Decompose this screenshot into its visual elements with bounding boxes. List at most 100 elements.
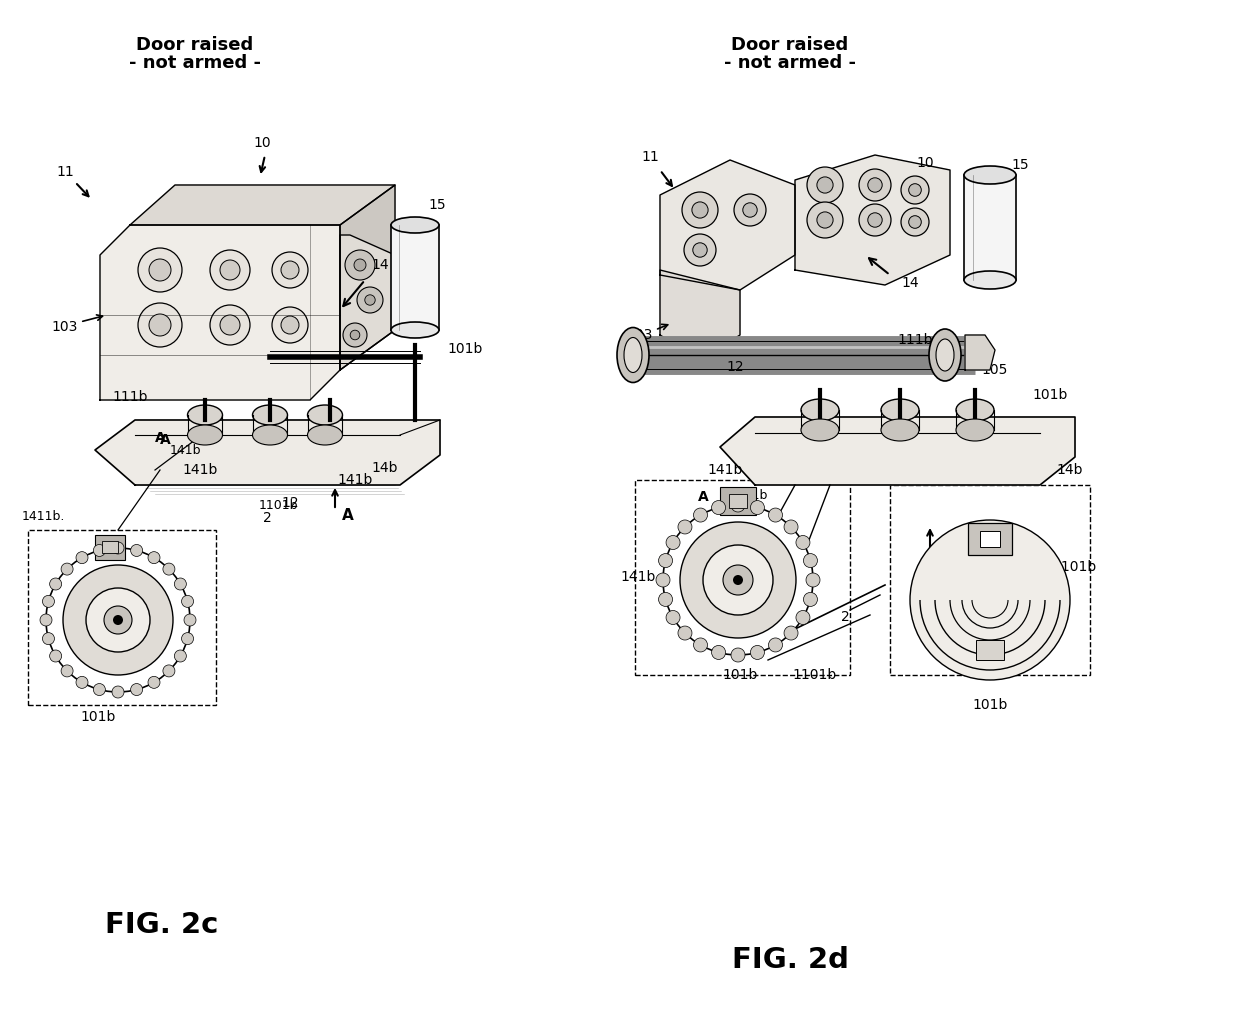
Text: 1411b: 1411b — [955, 553, 995, 566]
Circle shape — [344, 250, 375, 280]
Circle shape — [357, 287, 383, 313]
Ellipse shape — [935, 339, 954, 371]
Circle shape — [175, 578, 186, 590]
Bar — [102, 541, 118, 553]
Text: 11: 11 — [641, 150, 659, 164]
Text: 1101b: 1101b — [258, 498, 297, 512]
Circle shape — [61, 563, 73, 576]
Circle shape — [743, 203, 757, 217]
Circle shape — [351, 330, 359, 340]
Text: A: A — [342, 508, 354, 523]
Ellipse shape — [392, 217, 439, 233]
Bar — [729, 494, 747, 508]
Polygon shape — [965, 335, 995, 370]
Polygon shape — [95, 420, 440, 485]
Circle shape — [751, 500, 764, 515]
Circle shape — [273, 252, 309, 288]
Bar — [980, 531, 1000, 547]
Text: - not armed -: - not armed - — [724, 54, 856, 72]
Bar — [28, 530, 216, 705]
Circle shape — [693, 243, 707, 257]
Text: FIG. 2d: FIG. 2d — [731, 946, 849, 974]
Bar — [392, 225, 439, 330]
Circle shape — [85, 588, 150, 652]
Circle shape — [273, 307, 309, 343]
Circle shape — [138, 303, 182, 347]
Circle shape — [908, 184, 922, 196]
Ellipse shape — [881, 419, 919, 441]
Circle shape — [76, 551, 88, 563]
Circle shape — [93, 544, 105, 556]
Circle shape — [162, 665, 175, 677]
Circle shape — [807, 202, 843, 238]
Ellipse shape — [617, 328, 649, 383]
Circle shape — [209, 250, 250, 290]
Circle shape — [149, 259, 171, 281]
Text: 141b: 141b — [337, 473, 373, 487]
Circle shape — [50, 578, 62, 590]
Circle shape — [908, 216, 922, 228]
Circle shape — [364, 294, 375, 306]
Circle shape — [113, 615, 123, 625]
Circle shape — [281, 316, 299, 334]
Circle shape — [162, 563, 175, 576]
Circle shape — [807, 573, 820, 587]
Text: 101b: 101b — [447, 342, 483, 356]
Circle shape — [61, 665, 73, 677]
Circle shape — [655, 573, 670, 587]
Text: 14b: 14b — [372, 461, 398, 475]
Circle shape — [40, 614, 52, 626]
Circle shape — [175, 650, 186, 662]
Circle shape — [354, 259, 366, 271]
Circle shape — [867, 178, 882, 192]
Text: 14: 14 — [901, 276, 919, 290]
Circle shape — [711, 646, 726, 660]
Circle shape — [867, 213, 882, 227]
Ellipse shape — [392, 322, 439, 338]
Circle shape — [724, 565, 753, 595]
Circle shape — [681, 192, 717, 228]
Circle shape — [817, 212, 833, 228]
Circle shape — [680, 522, 795, 638]
Text: 10: 10 — [253, 136, 271, 150]
Circle shape — [784, 520, 798, 534]
Text: 2: 2 — [263, 511, 271, 525]
Circle shape — [901, 176, 929, 204]
Circle shape — [694, 509, 707, 522]
Ellipse shape — [307, 405, 342, 425]
Circle shape — [859, 204, 891, 236]
Ellipse shape — [957, 419, 994, 441]
Circle shape — [909, 520, 1070, 680]
Text: A: A — [155, 431, 165, 445]
Circle shape — [130, 683, 142, 695]
Text: 1101b: 1101b — [793, 668, 838, 682]
Circle shape — [149, 314, 171, 336]
Text: 2: 2 — [840, 610, 850, 624]
Text: 15: 15 — [1011, 158, 1028, 172]
Ellipse shape — [307, 425, 342, 445]
Bar — [636, 480, 850, 675]
Circle shape — [694, 638, 707, 652]
Ellipse shape — [929, 329, 961, 381]
Circle shape — [803, 593, 818, 606]
Text: 101b: 101b — [1032, 388, 1068, 402]
Polygon shape — [720, 417, 1075, 485]
Text: 14b: 14b — [1057, 463, 1083, 477]
Circle shape — [784, 626, 798, 640]
Circle shape — [42, 632, 55, 645]
Circle shape — [731, 498, 745, 512]
Bar — [720, 487, 756, 515]
Circle shape — [130, 544, 142, 556]
Circle shape — [221, 315, 240, 335]
Circle shape — [182, 632, 193, 645]
Text: 12: 12 — [726, 360, 743, 374]
Ellipse shape — [800, 399, 839, 421]
Text: 103: 103 — [627, 328, 653, 342]
Circle shape — [343, 323, 367, 347]
Circle shape — [691, 202, 709, 218]
Text: 141b: 141b — [707, 463, 742, 477]
Ellipse shape — [964, 166, 1016, 184]
Text: A: A — [160, 433, 171, 447]
Circle shape — [42, 596, 55, 607]
Text: 141b: 141b — [170, 444, 201, 457]
